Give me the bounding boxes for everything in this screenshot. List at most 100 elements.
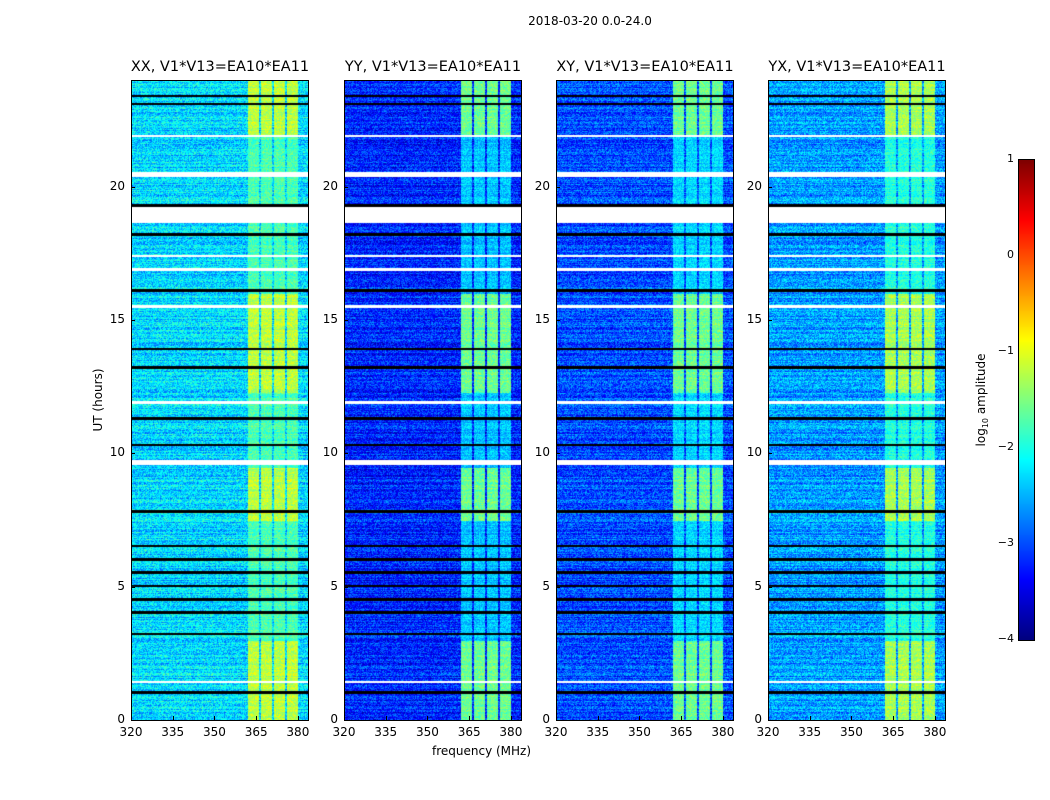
heatmap-image: [557, 81, 733, 720]
x-tick-mark: [556, 716, 557, 720]
y-tick-mark: [344, 320, 348, 321]
x-tick-label: 380: [711, 725, 735, 739]
x-tick-mark: [893, 716, 895, 720]
y-tick-mark: [131, 320, 135, 321]
y-tick-mark: [131, 720, 135, 721]
x-tick-mark: [510, 716, 512, 720]
colorbar-tick-label: −4: [997, 632, 1014, 645]
colorbar-gradient: [1019, 160, 1034, 640]
x-tick-label: 320: [544, 725, 568, 739]
y-tick-label: 15: [534, 312, 550, 326]
y-tick-label: 10: [534, 445, 550, 460]
y-tick-mark: [131, 186, 135, 188]
y-tick-mark: [131, 586, 135, 588]
x-tick-label: 365: [244, 725, 268, 739]
y-tick-label: 10: [109, 445, 125, 460]
colorbar-tick-label: 1: [1007, 152, 1014, 165]
panel-title: XY, V1*V13=EA10*EA11: [556, 59, 734, 75]
y-tick-mark: [768, 453, 772, 455]
y-tick-label: 20: [322, 178, 338, 193]
x-tick-label: 335: [798, 725, 822, 739]
y-tick-mark: [344, 586, 348, 588]
heatmap-image: [132, 81, 308, 720]
y-tick-mark: [131, 453, 135, 455]
y-tick-label: 20: [746, 178, 762, 193]
x-tick-mark: [214, 716, 216, 720]
colorbar-tick-label: −1: [997, 344, 1014, 357]
x-tick-label: 335: [374, 725, 398, 739]
x-tick-mark: [297, 716, 299, 720]
x-tick-mark: [934, 716, 936, 720]
x-tick-label: 380: [499, 725, 523, 739]
x-tick-label: 320: [332, 725, 356, 739]
x-tick-mark: [131, 716, 132, 720]
colorbar-tick-label: 0: [1007, 248, 1014, 261]
x-tick-mark: [597, 716, 599, 720]
waterfall-panel-1: [344, 80, 522, 721]
y-tick-label: 0: [330, 712, 338, 726]
x-tick-mark: [809, 716, 811, 720]
x-tick-mark: [427, 716, 429, 720]
y-tick-label: 5: [330, 578, 338, 593]
x-tick-label: 350: [627, 725, 651, 739]
x-tick-mark: [681, 716, 683, 720]
y-tick-mark: [556, 586, 560, 588]
x-tick-mark: [851, 716, 853, 720]
y-tick-mark: [556, 720, 560, 721]
waterfall-panel-3: [768, 80, 946, 721]
waterfall-panel-0: [131, 80, 309, 721]
colorbar-tick-label: −3: [997, 536, 1014, 549]
y-tick-label: 5: [754, 578, 762, 593]
y-tick-label: 20: [534, 178, 550, 193]
colorbar-label-log: log: [973, 428, 988, 447]
panel-title: YX, V1*V13=EA10*EA11: [768, 59, 946, 75]
x-tick-mark: [722, 716, 724, 720]
x-axis-label: frequency (MHz): [432, 744, 532, 758]
y-tick-mark: [344, 720, 348, 721]
heatmap-image: [769, 81, 945, 720]
x-tick-label: 320: [119, 725, 143, 739]
x-tick-mark: [344, 716, 345, 720]
x-tick-label: 320: [756, 725, 780, 739]
x-tick-label: 380: [923, 725, 947, 739]
y-tick-mark: [768, 586, 772, 588]
y-tick-mark: [768, 186, 772, 188]
y-tick-mark: [344, 186, 348, 188]
heatmap-image: [345, 81, 521, 720]
x-tick-mark: [469, 716, 471, 720]
y-tick-label: 0: [542, 712, 550, 726]
colorbar-label: log10 amplitude: [974, 354, 990, 447]
colorbar-label-sub: 10: [981, 417, 991, 429]
y-tick-label: 0: [117, 712, 125, 726]
y-tick-mark: [768, 720, 772, 721]
y-tick-label: 15: [109, 312, 125, 326]
y-tick-label: 0: [754, 712, 762, 726]
x-tick-label: 350: [839, 725, 863, 739]
x-tick-label: 335: [161, 725, 185, 739]
y-tick-mark: [768, 320, 772, 321]
x-tick-label: 350: [415, 725, 439, 739]
y-tick-mark: [556, 453, 560, 455]
y-tick-mark: [556, 320, 560, 321]
x-tick-label: 380: [286, 725, 310, 739]
y-tick-mark: [556, 186, 560, 188]
colorbar-label-suffix: amplitude: [973, 353, 988, 418]
y-tick-label: 15: [746, 312, 762, 326]
panel-title: YY, V1*V13=EA10*EA11: [344, 59, 522, 75]
y-tick-label: 5: [117, 578, 125, 593]
y-axis-label: UT (hours): [91, 368, 105, 432]
colorbar: [1018, 159, 1035, 641]
x-tick-mark: [172, 716, 174, 720]
y-tick-label: 15: [322, 312, 338, 326]
x-tick-label: 335: [586, 725, 610, 739]
x-tick-mark: [256, 716, 258, 720]
y-tick-label: 10: [322, 445, 338, 460]
x-tick-mark: [639, 716, 641, 720]
y-tick-label: 5: [542, 578, 550, 593]
y-tick-label: 10: [746, 445, 762, 460]
y-tick-label: 20: [109, 178, 125, 193]
figure-title: 2018-03-20 0.0-24.0: [528, 14, 652, 28]
x-tick-label: 350: [202, 725, 226, 739]
x-tick-label: 365: [457, 725, 481, 739]
